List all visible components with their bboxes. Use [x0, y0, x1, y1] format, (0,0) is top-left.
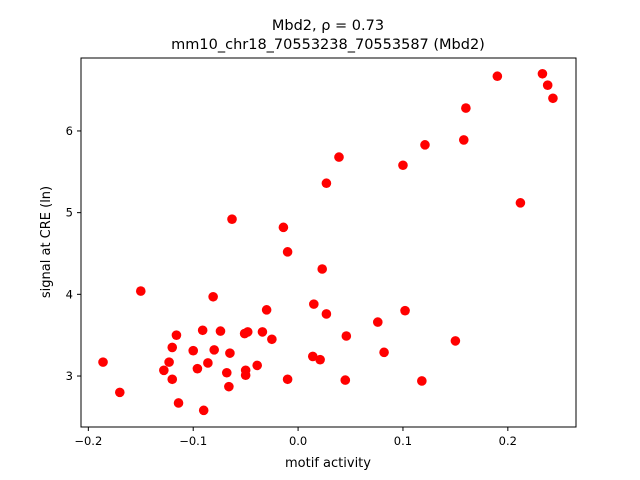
chart-title-line1: Mbd2, ρ = 0.73 — [272, 18, 384, 34]
data-point — [171, 330, 182, 340]
data-point — [167, 374, 178, 385]
data-point — [242, 327, 253, 337]
data-point — [257, 327, 268, 337]
data-point — [227, 214, 237, 224]
data-point — [400, 305, 410, 316]
data-point — [334, 152, 344, 162]
data-point — [209, 345, 219, 355]
data-point — [225, 348, 235, 358]
x-tick-label: 0.2 — [499, 434, 517, 448]
data-point — [321, 178, 332, 189]
y-tick-label: 3 — [66, 369, 73, 383]
data-point — [252, 360, 262, 371]
data-point — [261, 305, 272, 315]
data-point — [317, 264, 328, 274]
x-tick-label: −0.2 — [74, 434, 102, 448]
data-point — [341, 331, 352, 341]
axis-ticks: −0.2 −0.1 0.0 0.1 0.2 3 4 5 6 — [66, 124, 517, 448]
data-point — [458, 135, 469, 145]
data-point — [417, 376, 427, 386]
data-point — [188, 345, 199, 356]
data-point — [135, 286, 146, 296]
x-tick-label: 0.1 — [394, 434, 412, 448]
data-point — [167, 342, 178, 353]
data-point — [340, 375, 351, 385]
data-point — [192, 363, 203, 374]
data-point — [542, 80, 553, 91]
data-point — [537, 68, 548, 79]
data-points — [98, 68, 558, 416]
data-point — [221, 367, 232, 378]
data-point — [208, 291, 218, 302]
data-point — [372, 317, 383, 327]
data-point — [198, 405, 209, 416]
data-point — [548, 93, 558, 104]
data-point — [379, 347, 389, 358]
data-point — [450, 336, 461, 346]
data-point — [398, 160, 408, 171]
data-point — [203, 358, 213, 368]
data-point — [315, 354, 325, 365]
data-point — [461, 103, 471, 113]
data-point — [321, 309, 332, 319]
axes-frame — [80, 57, 577, 428]
data-point — [159, 365, 169, 376]
chart-title-line2: mm10_chr18_70553238_70553587 (Mbd2) — [171, 37, 485, 53]
data-point — [282, 247, 293, 257]
data-point — [515, 198, 526, 208]
data-point — [420, 140, 430, 150]
y-tick-label: 4 — [66, 287, 73, 301]
data-point — [307, 351, 318, 362]
data-point — [197, 325, 208, 336]
data-point — [98, 357, 108, 367]
x-tick-label: 0.0 — [289, 434, 307, 448]
data-point — [115, 387, 125, 398]
y-tick-label: 5 — [66, 206, 73, 220]
data-point — [492, 71, 503, 82]
data-point — [240, 370, 251, 381]
data-point — [164, 357, 174, 367]
data-point — [173, 398, 184, 408]
data-point — [224, 381, 234, 392]
x-tick-label: −0.1 — [179, 434, 207, 448]
data-point — [309, 299, 319, 309]
y-tick-label: 6 — [66, 124, 73, 138]
y-axis-label: signal at CRE (ln) — [39, 186, 54, 298]
data-point — [215, 326, 226, 336]
data-point — [282, 374, 293, 385]
data-point — [267, 334, 277, 345]
x-axis-label: motif activity — [285, 456, 371, 471]
data-point — [278, 222, 289, 233]
